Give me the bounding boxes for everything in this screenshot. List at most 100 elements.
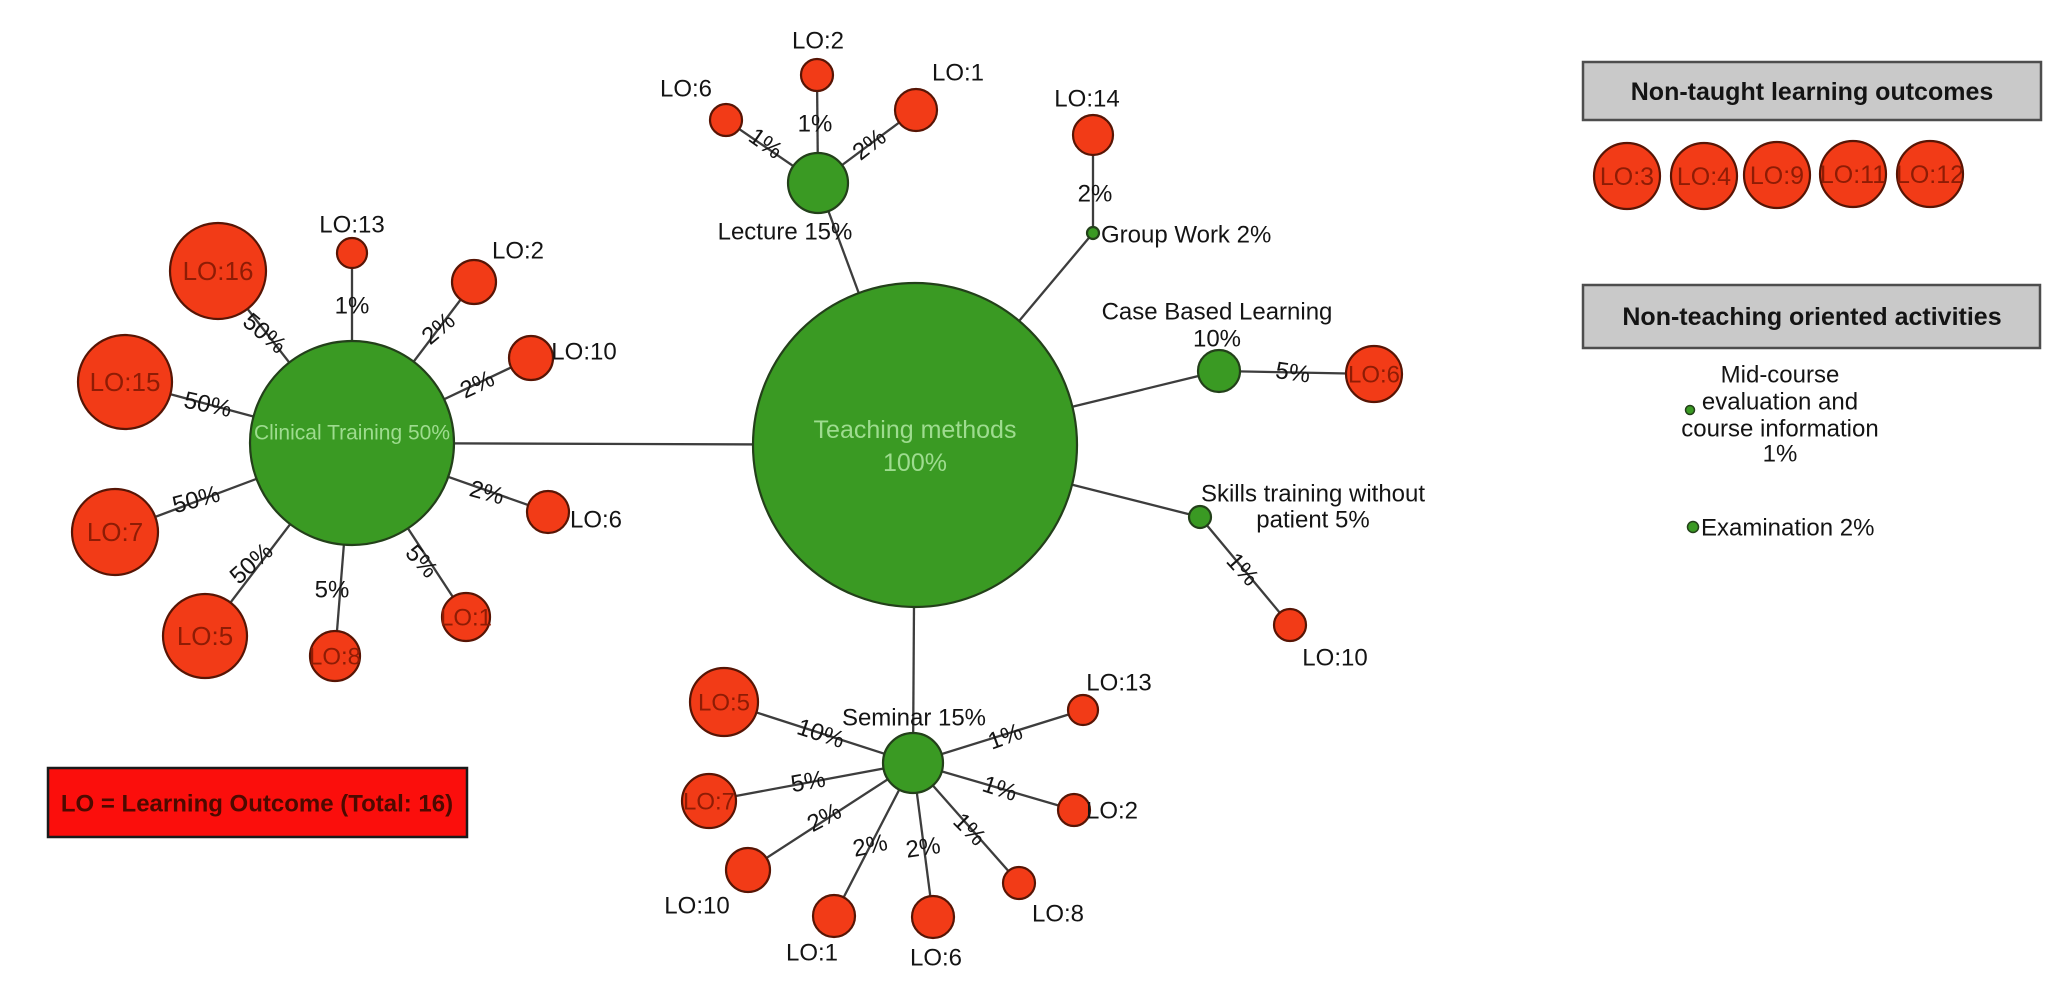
label-lo_l_2: LO:2 — [792, 27, 844, 54]
label-cbl: 10% — [1193, 325, 1241, 352]
legend-non-taught-header-box — [1581, 60, 2043, 122]
label-skills: Skills training without — [1201, 480, 1425, 507]
mid-course-line-1: Mid-course — [1721, 361, 1840, 388]
legend-lo-label-4: LO:12 — [1896, 161, 1964, 189]
label-cbl: Case Based Learning — [1102, 298, 1333, 325]
label-lo_c_15: LO:15 — [90, 367, 161, 397]
edge-label-seminar-lo_s_2: 1% — [979, 771, 1020, 807]
node-groupwork — [1085, 225, 1101, 241]
edge-label-seminar-lo_s_1: 2% — [850, 829, 890, 863]
node-clinical — [248, 339, 456, 547]
node-lo_c_1 — [440, 591, 492, 643]
node-skills — [1187, 504, 1213, 530]
legend-lo-label-1: LO:4 — [1677, 163, 1731, 191]
note-box-group: LO = Learning Outcome (Total: 16) — [46, 766, 469, 839]
node-lo_s_6 — [910, 894, 956, 940]
label-lo_c_6: LO:6 — [570, 506, 622, 533]
label-skills: patient 5% — [1256, 506, 1369, 533]
node-lo_cbl_6 — [1344, 344, 1404, 404]
edge-label-clinical-lo_c_1: 5% — [400, 540, 443, 584]
legend-non-taught-items: LO:3 LO:4 LO:9 LO:11 LO:12 — [1592, 139, 1965, 211]
legend-lo-label-2: LO:9 — [1750, 162, 1804, 190]
node-lo_14 — [1071, 113, 1115, 157]
edge-label-seminar-lo_s_7: 5% — [789, 766, 828, 799]
mid-course-dot-icon — [1684, 404, 1696, 416]
edge-label-lecture-lo_l_2: 1% — [798, 110, 833, 137]
label-seminar: Seminar 15% — [842, 704, 986, 731]
legend-lo-label-3: LO:11 — [1820, 161, 1886, 189]
note-label: LO = Learning Outcome (Total: 16) — [61, 790, 453, 817]
legend-lo-circle-4 — [1895, 139, 1965, 209]
edge-label-clinical-lo_c_5: 50% — [225, 538, 279, 590]
label-lo_s_8: LO:8 — [1032, 900, 1084, 927]
label-clinical: Clinical Training 50% — [254, 421, 450, 444]
label-groupwork: Group Work 2% — [1101, 221, 1271, 248]
mid-course-line-2: evaluation and — [1702, 388, 1858, 415]
label-lo_cbl_6: LO:6 — [1348, 361, 1400, 388]
label-lo_s_13: LO:13 — [1086, 669, 1151, 696]
label-lo_l_1: LO:1 — [932, 59, 984, 86]
legend-activities-title: Non-teaching oriented activities — [1622, 303, 2001, 331]
label-lo_s_6: LO:6 — [910, 944, 962, 971]
examination-dot-icon — [1686, 520, 1700, 534]
node-lo_c_16 — [168, 221, 268, 321]
node-lecture — [786, 151, 850, 215]
label-lo_s_1: LO:1 — [786, 939, 838, 966]
mid-course-percent: 1% — [1763, 440, 1798, 467]
label-lo_s_7: LO:7 — [683, 788, 735, 815]
node-lo_s_13 — [1066, 693, 1100, 727]
label-lo_c_2: LO:2 — [492, 237, 544, 264]
label-lo_sk_10: LO:10 — [1302, 644, 1367, 671]
examination-label: Examination 2% — [1701, 514, 1874, 541]
edge-label-clinical-lo_c_10: 2% — [456, 365, 499, 404]
label-lecture: Lecture 15% — [718, 218, 853, 245]
node-lo_c_5 — [161, 592, 249, 680]
label-lo_s_2: LO:2 — [1086, 797, 1138, 824]
node-lo_c_15 — [76, 333, 174, 431]
node-lo_c_7 — [70, 487, 160, 577]
edge-label-seminar-lo_s_5: 10% — [794, 714, 848, 755]
node-lo_s_5 — [688, 666, 760, 738]
legend-activities-header-box — [1581, 283, 2042, 350]
node-lo_c_8 — [308, 629, 362, 683]
node-seminar — [881, 731, 945, 795]
node-lo_s_2 — [1056, 792, 1092, 828]
legend-lo-circle-1 — [1669, 141, 1739, 211]
node-lo_c_2 — [450, 258, 498, 306]
edge-label-seminar-lo_s_6: 2% — [904, 832, 942, 864]
node-lo_l_6 — [708, 102, 744, 138]
label-lo_c_13: LO:13 — [319, 211, 384, 238]
legend-non-taught-title: Non-taught learning outcomes — [1631, 78, 1994, 106]
node-cbl — [1196, 348, 1242, 394]
edge-label-clinical-lo_c_15: 50% — [182, 387, 235, 423]
legend-lo-circle-2 — [1742, 140, 1812, 210]
node-lo_sk_10 — [1272, 607, 1308, 643]
label-teaching: 100% — [883, 449, 947, 477]
legend-lo-circle-3 — [1818, 139, 1888, 209]
edge-label-lecture-lo_l_1: 2% — [848, 123, 892, 166]
edge-label-clinical-lo_c_16: 50% — [237, 308, 291, 360]
node-lo_s_7 — [680, 772, 738, 830]
node-lo_s_1 — [811, 893, 857, 939]
edge-label-clinical-lo_c_7: 50% — [170, 481, 223, 520]
note-box — [46, 766, 469, 839]
label-lo_l_6: LO:6 — [660, 75, 712, 102]
edge-skills-lo_sk_10 — [1199, 516, 1291, 626]
node-lo_s_8 — [1001, 865, 1037, 901]
node-teaching — [751, 281, 1079, 609]
legend-activities: Non-teaching oriented activities Mid-cou… — [1581, 283, 2042, 541]
edge-label-cbl-lo_cbl_6: 5% — [1274, 357, 1312, 389]
edge-label-seminar-lo_s_13: 1% — [984, 718, 1026, 755]
edge-seminar-lo_s_10 — [747, 762, 914, 871]
edge-label-seminar-lo_s_10: 2% — [803, 798, 846, 838]
mid-course-line-3: course information — [1681, 415, 1878, 442]
label-lo_s_10: LO:10 — [664, 892, 729, 919]
node-lo_l_2 — [799, 57, 835, 93]
label-lo_c_8: LO:8 — [309, 643, 361, 670]
node-lo_l_1 — [893, 87, 939, 133]
edge-label-clinical-lo_c_8: 5% — [315, 576, 350, 603]
node-lo_s_10 — [724, 846, 772, 894]
legend-non-taught: Non-taught learning outcomes LO:3 LO:4 LO:… — [1581, 60, 2043, 211]
